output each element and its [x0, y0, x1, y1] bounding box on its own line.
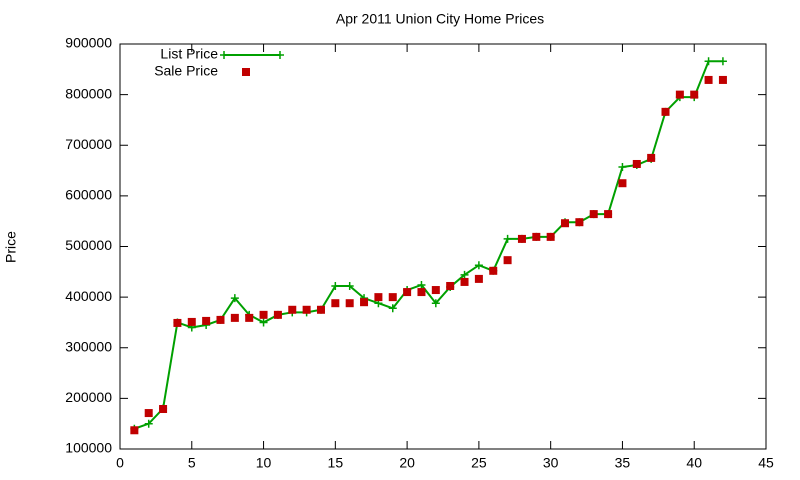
legend-label: Sale Price [154, 63, 218, 79]
data-point [446, 281, 455, 290]
data-point [288, 305, 297, 314]
data-point [345, 281, 354, 290]
data-point [704, 75, 713, 84]
y-tick-label: 700000 [65, 136, 112, 152]
legend-marker [276, 51, 284, 59]
data-point [604, 210, 613, 219]
x-tick-label: 5 [188, 455, 196, 471]
data-point [417, 280, 426, 289]
data-point [503, 234, 512, 243]
data-point [259, 310, 268, 319]
y-tick-label: 300000 [65, 338, 112, 354]
data-point [690, 90, 699, 99]
y-tick-label: 400000 [65, 288, 112, 304]
data-point [331, 299, 340, 308]
x-tick-label: 0 [116, 455, 124, 471]
legend-marker [242, 68, 250, 76]
data-point [345, 299, 354, 308]
legend-marker [220, 51, 228, 59]
y-tick-label: 800000 [65, 85, 112, 101]
data-point [474, 274, 483, 283]
x-tick-label: 45 [758, 455, 774, 471]
x-tick-label: 10 [256, 455, 272, 471]
data-point [718, 57, 727, 66]
y-tick-label: 200000 [65, 389, 112, 405]
data-point [302, 305, 311, 314]
data-point [388, 304, 397, 313]
data-point [173, 318, 182, 327]
data-point [618, 163, 627, 172]
data-point [144, 409, 153, 418]
y-tick-label: 900000 [65, 35, 112, 51]
data-point [718, 75, 727, 84]
data-point [704, 57, 713, 66]
x-tick-label: 25 [471, 455, 487, 471]
legend-label: List Price [160, 46, 218, 62]
data-point [230, 313, 239, 322]
data-point [245, 313, 254, 322]
series-line [134, 60, 723, 430]
data-point [331, 281, 340, 290]
data-point [216, 315, 225, 324]
data-point [503, 256, 512, 265]
data-point [546, 232, 555, 241]
data-point [202, 316, 211, 325]
data-point [647, 153, 656, 162]
y-tick-label: 600000 [65, 187, 112, 203]
y-tick-label: 500000 [65, 237, 112, 253]
x-tick-label: 35 [615, 455, 631, 471]
x-tick-label: 15 [328, 455, 344, 471]
data-point [575, 218, 584, 227]
data-point [431, 286, 440, 295]
data-point [130, 426, 139, 435]
data-point [374, 293, 383, 302]
data-point [517, 234, 526, 243]
y-tick-label: 100000 [65, 440, 112, 456]
x-tick-label: 20 [399, 455, 415, 471]
data-point [561, 219, 570, 228]
data-point [661, 107, 670, 116]
data-point [388, 293, 397, 302]
data-point [589, 210, 598, 219]
data-point [618, 179, 627, 188]
chart-title: Apr 2011 Union City Home Prices [336, 11, 544, 27]
data-point [489, 266, 498, 275]
data-point [403, 288, 412, 297]
data-point [460, 270, 469, 279]
data-point [532, 232, 541, 241]
data-point [144, 419, 153, 428]
data-point [316, 305, 325, 314]
plot-frame [119, 43, 767, 450]
x-tick-label: 30 [543, 455, 559, 471]
data-point [230, 294, 239, 303]
y-axis-label: Price [3, 231, 19, 263]
data-point [460, 277, 469, 286]
data-point [273, 310, 282, 319]
data-point [675, 90, 684, 99]
data-point [632, 159, 641, 168]
data-point [417, 288, 426, 297]
data-point [187, 317, 196, 326]
data-point [431, 299, 440, 308]
data-point [159, 405, 168, 414]
data-point [474, 261, 483, 270]
data-point [360, 298, 369, 307]
data-point [259, 318, 268, 327]
x-tick-label: 40 [686, 455, 702, 471]
